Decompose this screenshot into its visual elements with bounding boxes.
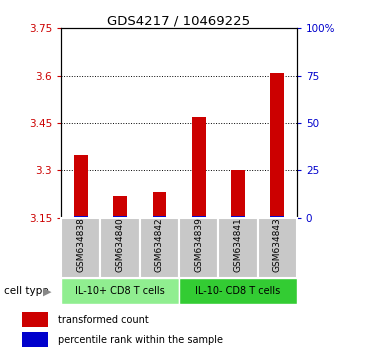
Bar xyxy=(192,216,206,218)
Bar xyxy=(61,218,101,278)
Bar xyxy=(113,216,127,218)
Text: IL-10+ CD8 T cells: IL-10+ CD8 T cells xyxy=(75,286,165,296)
Bar xyxy=(140,218,179,278)
Bar xyxy=(74,216,88,218)
Bar xyxy=(113,196,127,218)
Text: GSM634841: GSM634841 xyxy=(233,217,242,272)
Bar xyxy=(231,170,245,218)
Text: percentile rank within the sample: percentile rank within the sample xyxy=(58,335,223,345)
Bar xyxy=(61,278,179,304)
Text: GSM634839: GSM634839 xyxy=(194,217,203,272)
Text: GSM634843: GSM634843 xyxy=(273,217,282,272)
Text: IL-10- CD8 T cells: IL-10- CD8 T cells xyxy=(195,286,280,296)
Text: GSM634840: GSM634840 xyxy=(116,217,125,272)
Bar xyxy=(152,216,166,218)
Bar xyxy=(192,117,206,218)
Text: cell type: cell type xyxy=(4,286,48,296)
Bar xyxy=(218,218,257,278)
Text: transformed count: transformed count xyxy=(58,315,149,325)
Bar xyxy=(22,332,48,347)
Title: GDS4217 / 10469225: GDS4217 / 10469225 xyxy=(108,14,250,27)
Bar xyxy=(231,216,245,218)
Bar xyxy=(22,312,48,327)
Bar xyxy=(179,218,218,278)
Bar xyxy=(257,218,297,278)
Bar xyxy=(152,193,166,218)
Bar xyxy=(179,278,297,304)
Text: ▶: ▶ xyxy=(43,286,51,296)
Bar xyxy=(270,216,284,218)
Text: GSM634838: GSM634838 xyxy=(76,217,85,272)
Bar xyxy=(101,218,140,278)
Bar xyxy=(74,155,88,218)
Text: GSM634842: GSM634842 xyxy=(155,217,164,272)
Bar xyxy=(270,73,284,218)
